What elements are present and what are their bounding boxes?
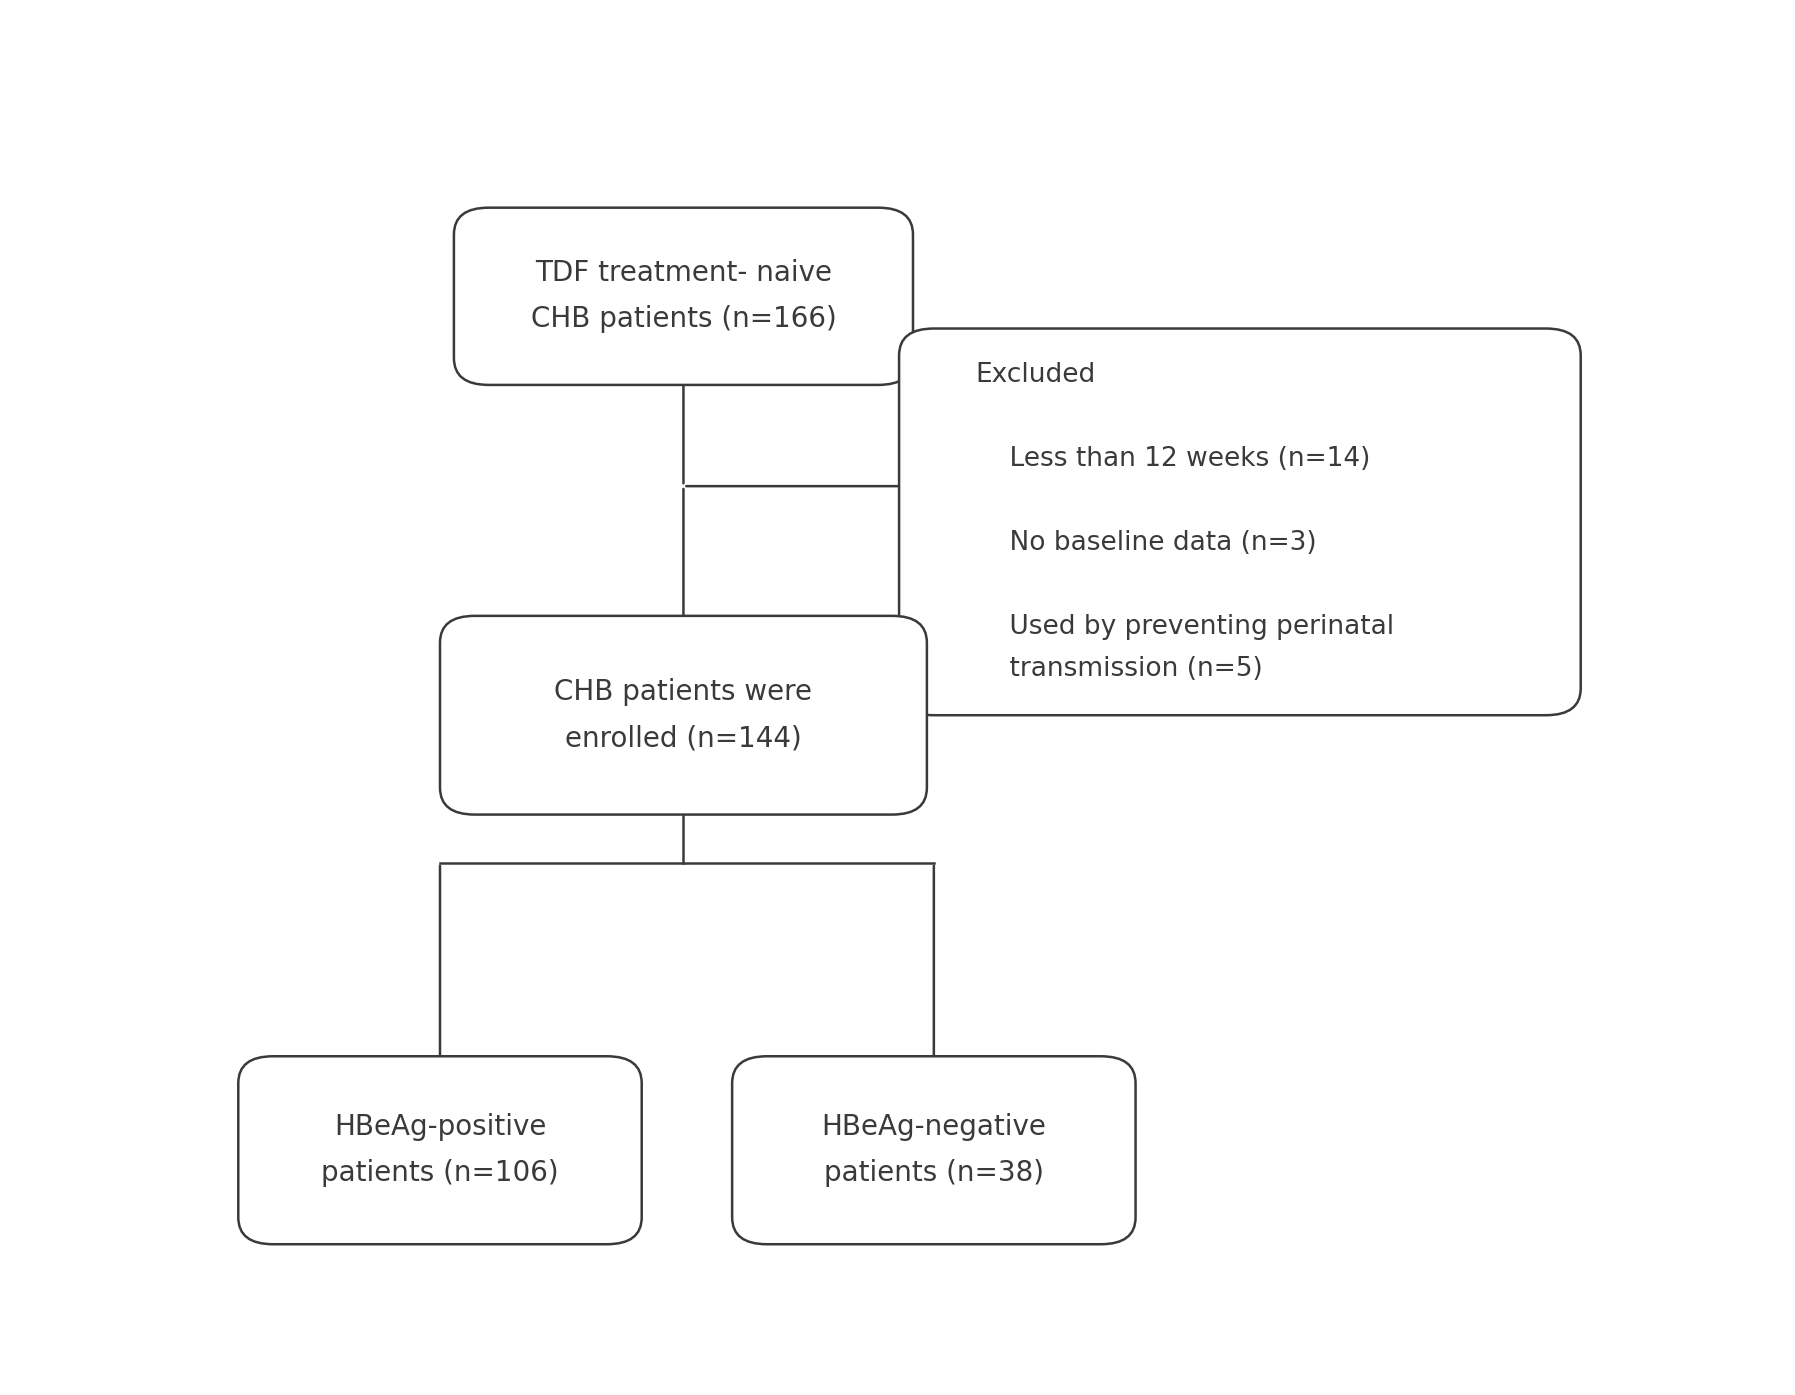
Text: HBeAg-negative
patients (n=38): HBeAg-negative patients (n=38) bbox=[822, 1113, 1046, 1187]
FancyBboxPatch shape bbox=[899, 329, 1581, 716]
FancyBboxPatch shape bbox=[732, 1056, 1136, 1244]
Text: TDF treatment- naive
CHB patients (n=166): TDF treatment- naive CHB patients (n=166… bbox=[531, 259, 836, 333]
Text: HBeAg-positive
patients (n=106): HBeAg-positive patients (n=106) bbox=[321, 1113, 558, 1187]
Text: CHB patients were
enrolled (n=144): CHB patients were enrolled (n=144) bbox=[555, 678, 813, 752]
FancyBboxPatch shape bbox=[440, 615, 926, 815]
FancyBboxPatch shape bbox=[454, 208, 914, 385]
FancyBboxPatch shape bbox=[239, 1056, 643, 1244]
Text: Excluded

    Less than 12 weeks (n=14)

    No baseline data (n=3)

    Used by: Excluded Less than 12 weeks (n=14) No ba… bbox=[976, 361, 1393, 682]
